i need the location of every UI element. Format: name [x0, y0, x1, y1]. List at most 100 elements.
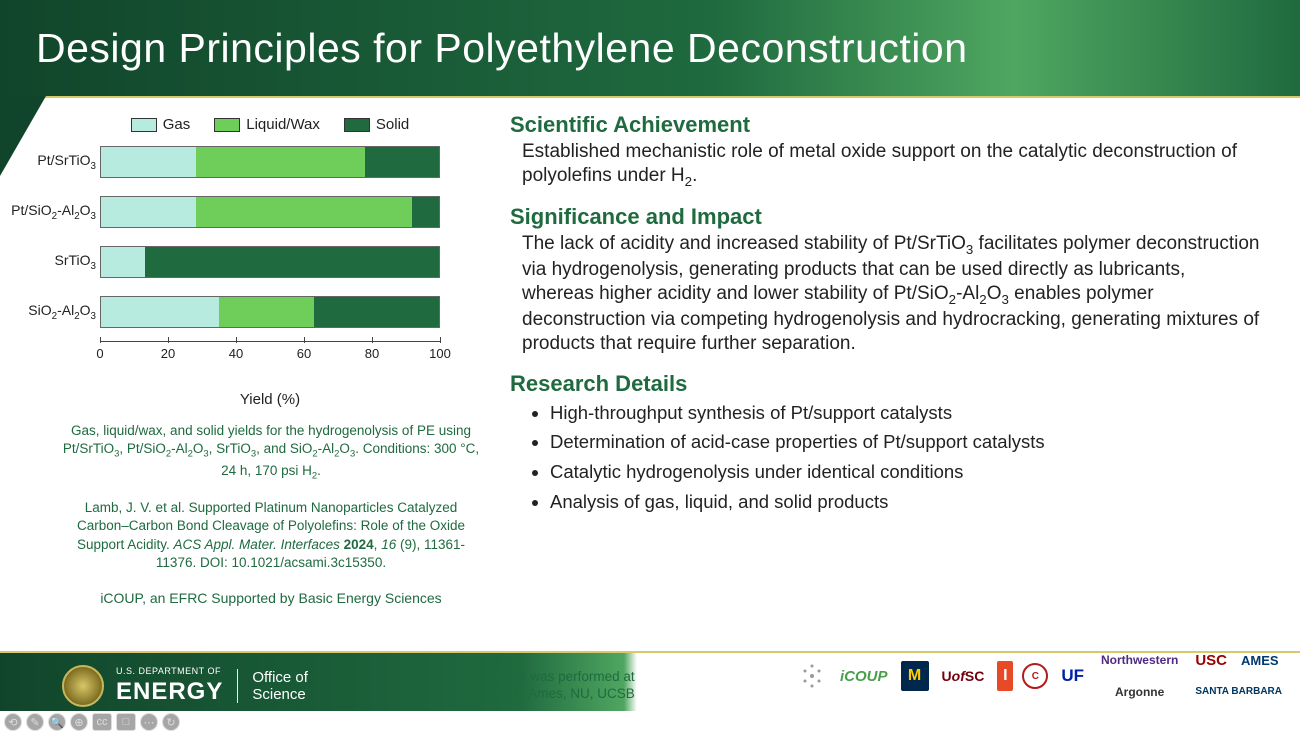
bar-segment: [412, 197, 439, 227]
axis-tick-label: 80: [365, 346, 379, 361]
left-column: Gas Liquid/Wax Solid Pt/SrTiO3 Pt/SiO2-Al2O…: [60, 110, 500, 660]
bar-segment: [365, 147, 439, 177]
detail-bullet: Analysis of gas, liquid, and solid produ…: [550, 488, 1260, 516]
bar-track: [100, 196, 440, 228]
legend-swatch: [344, 118, 370, 132]
achievement-body: Established mechanistic role of metal ox…: [510, 140, 1260, 190]
legend-item: Gas: [131, 116, 191, 133]
detail-bullet: Catalytic hydrogenolysis under identical…: [550, 458, 1260, 486]
office-l1: Office of: [252, 669, 308, 686]
partner-logos: iCOUP M UofSC I C UF Northwestern Argonn…: [793, 645, 1286, 707]
detail-bullet: Determination of acid-case properties of…: [550, 428, 1260, 456]
axis-tick: [168, 337, 169, 343]
legend-label: Solid: [376, 116, 409, 133]
argonne-logo: Argonne: [1111, 677, 1168, 707]
chart-x-label: Yield (%): [60, 391, 480, 408]
doe-block: U.S. DEPARTMENT OF ENERGY Office of Scie…: [62, 665, 308, 707]
doe-dept: U.S. DEPARTMENT OF: [116, 667, 223, 676]
doe-divider: [237, 669, 238, 703]
viewer-button[interactable]: ⟲: [4, 713, 22, 731]
bar-row: Pt/SiO2-Al2O3: [100, 191, 480, 233]
cornell-logo: C: [1022, 663, 1048, 689]
uf-logo: UF: [1057, 661, 1088, 691]
viewer-button[interactable]: 🔍: [48, 713, 66, 731]
legend-item: Solid: [344, 116, 409, 133]
significance-head: Significance and Impact: [510, 204, 1260, 230]
bar-segment: [145, 247, 439, 277]
achievement-head: Scientific Achievement: [510, 112, 1260, 138]
doe-seal-icon: [62, 665, 104, 707]
bar-segment: [101, 297, 219, 327]
gold-rule-top: [0, 96, 1300, 98]
yield-chart: Gas Liquid/Wax Solid Pt/SrTiO3 Pt/SiO2-Al2O…: [60, 116, 480, 408]
axis-tick-label: 20: [161, 346, 175, 361]
bar-track: [100, 296, 440, 328]
axis-tick: [100, 337, 101, 343]
usc-logo: USC: [1191, 646, 1231, 676]
northwestern-logo: Northwestern: [1097, 645, 1182, 675]
bar-label: SrTiO3: [0, 252, 96, 272]
chart-legend: Gas Liquid/Wax Solid: [60, 116, 480, 133]
chart-x-axis: 020406080100: [100, 341, 440, 371]
efrc-line: iCOUP, an EFRC Supported by Basic Energy…: [60, 590, 482, 606]
viewer-button[interactable]: ⊕: [70, 713, 88, 731]
doe-text: U.S. DEPARTMENT OF ENERGY Office of Scie…: [116, 667, 308, 706]
viewer-button[interactable]: ⋯: [140, 713, 158, 731]
bar-segment: [101, 147, 196, 177]
bar-label: Pt/SiO2-Al2O3: [0, 202, 96, 222]
axis-tick-label: 100: [429, 346, 451, 361]
bar-segment: [314, 297, 439, 327]
bar-segment: [101, 197, 196, 227]
bar-track: [100, 246, 440, 278]
ames-logo: AMES: [1237, 646, 1283, 676]
viewer-toolbar: ⟲✎🔍⊕cc□⋯↻: [0, 711, 1300, 733]
bar-label: Pt/SrTiO3: [0, 152, 96, 172]
bar-segment: [196, 147, 365, 177]
legend-swatch: [131, 118, 157, 132]
legend-label: Gas: [163, 116, 191, 133]
details-bullets: High-throughput synthesis of Pt/support …: [510, 399, 1260, 516]
axis-tick-label: 60: [297, 346, 311, 361]
icoup-logo: iCOUP: [836, 661, 892, 691]
bar-segment: [196, 197, 412, 227]
viewer-button[interactable]: cc: [92, 713, 112, 731]
citation: Lamb, J. V. et al. Supported Platinum Na…: [60, 499, 482, 572]
viewer-button[interactable]: ✎: [26, 713, 44, 731]
michigan-logo: M: [901, 661, 929, 691]
bar-row: Pt/SrTiO3: [100, 141, 480, 183]
work-note-l2: ANL, Ames, NU, UCSB: [480, 686, 650, 703]
mesh-icon: [793, 661, 827, 691]
content-area: Gas Liquid/Wax Solid Pt/SrTiO3 Pt/SiO2-Al2O…: [60, 110, 1260, 660]
slide: Design Principles for Polyethylene Decon…: [0, 0, 1300, 733]
axis-tick: [372, 337, 373, 343]
viewer-button[interactable]: ↻: [162, 713, 180, 731]
detail-bullet: High-throughput synthesis of Pt/support …: [550, 399, 1260, 427]
office-of-science: Office of Science: [252, 669, 308, 704]
uofsc-logo: UofSC: [938, 661, 989, 691]
legend-swatch: [214, 118, 240, 132]
axis-tick: [304, 337, 305, 343]
bar-row: SrTiO3: [100, 241, 480, 283]
bar-row: SiO2-Al2O3: [100, 291, 480, 333]
legend-item: Liquid/Wax: [214, 116, 320, 133]
chart-caption: Gas, liquid/wax, and solid yields for th…: [60, 422, 482, 483]
right-column: Scientific Achievement Established mecha…: [500, 110, 1260, 660]
illinois-logo: I: [997, 661, 1013, 691]
details-head: Research Details: [510, 371, 1260, 397]
work-note-l1: Work was performed at: [480, 669, 650, 686]
axis-tick: [440, 337, 441, 343]
bar-track: [100, 146, 440, 178]
office-l2: Science: [252, 686, 308, 703]
header-band: Design Principles for Polyethylene Decon…: [0, 0, 1300, 96]
viewer-button[interactable]: □: [116, 713, 136, 731]
axis-tick-label: 0: [96, 346, 103, 361]
ucsb-logo: SANTA BARBARA: [1191, 677, 1286, 707]
axis-tick: [236, 337, 237, 343]
bar-label: SiO2-Al2O3: [0, 302, 96, 322]
work-note: Work was performed at ANL, Ames, NU, UCS…: [480, 669, 650, 703]
legend-label: Liquid/Wax: [246, 116, 320, 133]
doe-energy: ENERGY: [116, 678, 223, 706]
slide-title: Design Principles for Polyethylene Decon…: [0, 25, 968, 72]
chart-bars: Pt/SrTiO3 Pt/SiO2-Al2O3 SrTiO3 SiO2-Al2O3: [100, 141, 480, 333]
bar-segment: [219, 297, 314, 327]
